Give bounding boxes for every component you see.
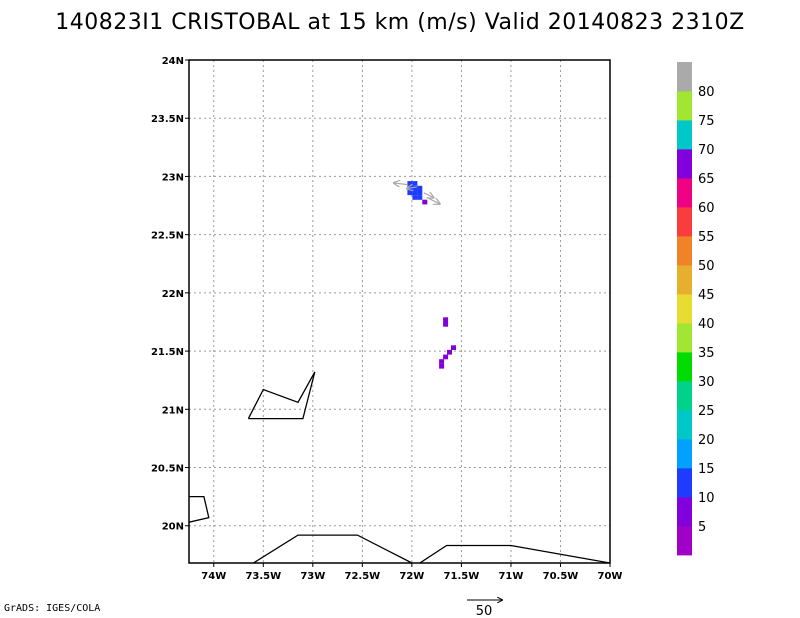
colorbar-swatch: [677, 410, 692, 440]
wind-vector: [426, 196, 440, 203]
colorbar-label: 55: [698, 230, 715, 245]
y-tick-label: 23.5N: [151, 114, 184, 125]
colorbar-swatch: [677, 352, 692, 382]
coastline: [253, 534, 413, 563]
colorbar-label: 5: [698, 520, 706, 535]
colorbar-label: 25: [698, 404, 715, 419]
colorbar-swatch: [677, 120, 692, 150]
colorbar-swatch: [677, 91, 692, 121]
wind-cell: [439, 359, 445, 364]
colorbar-label: 50: [698, 259, 715, 274]
y-tick-label: 20.5N: [151, 464, 184, 475]
x-tick-label: 74W: [201, 571, 226, 582]
colorbar-label: 80: [698, 85, 715, 100]
x-tick-label: 72.5W: [345, 571, 381, 582]
wind-cell: [443, 317, 449, 322]
colorbar-label: 70: [698, 143, 715, 158]
colorbar-swatch: [677, 207, 692, 237]
y-tick-label: 21N: [162, 405, 184, 416]
colorbar-label: 75: [698, 114, 715, 129]
colorbar-swatch: [677, 381, 692, 411]
wind-cell: [443, 322, 449, 327]
y-tick-label: 24N: [162, 56, 184, 67]
x-tick-label: 70W: [598, 571, 623, 582]
wind-cell: [439, 363, 445, 369]
wind-cell: [407, 190, 413, 196]
x-tick-label: 73.5W: [245, 571, 281, 582]
wind-cell: [417, 185, 423, 191]
coastline: [189, 495, 210, 523]
colorbar-label: 60: [698, 201, 715, 216]
colorbar-label: 45: [698, 288, 715, 303]
colorbar-swatch: [677, 468, 692, 498]
colorbar-swatch: [677, 439, 692, 469]
wind-cell: [412, 195, 418, 200]
colorbar-swatch: [677, 178, 692, 208]
y-tick-label: 21.5N: [151, 347, 184, 358]
colorbar-label: 10: [698, 491, 715, 506]
colorbar-label: 30: [698, 375, 715, 390]
x-tick-label: 72W: [399, 571, 424, 582]
x-tick-label: 71.5W: [444, 571, 480, 582]
wind-cell: [443, 354, 449, 360]
colorbar-swatch: [677, 62, 692, 92]
y-tick-label: 20N: [162, 522, 184, 533]
colorbar-label: 65: [698, 172, 715, 187]
wind-cell: [451, 345, 456, 350]
chart-title: 140823I1 CRISTOBAL at 15 km (m/s) Valid …: [55, 10, 745, 35]
x-tick-label: 73W: [300, 571, 325, 582]
colorbar-swatch: [677, 526, 692, 556]
colorbar-swatch: [677, 497, 692, 527]
x-tick-label: 70.5W: [543, 571, 579, 582]
plot-frame: [188, 59, 611, 564]
wind-cell: [422, 199, 428, 205]
wind-cell: [412, 190, 418, 196]
wind-cell: [412, 181, 418, 186]
wind-cell: [412, 185, 418, 191]
colorbar-label: 35: [698, 346, 715, 361]
colorbar-swatch: [677, 294, 692, 324]
wind-cell: [407, 181, 413, 186]
y-tick-label: 22.5N: [151, 231, 184, 242]
coastline: [419, 544, 610, 563]
wind-cell: [447, 349, 452, 355]
colorbar-swatch: [677, 265, 692, 295]
wind-vector: [394, 183, 408, 185]
colorbar-label: 40: [698, 317, 715, 332]
colorbar-label: 20: [698, 433, 715, 448]
colorbar-swatch: [677, 323, 692, 353]
wind-cell: [417, 195, 423, 200]
colorbar-swatch: [677, 236, 692, 266]
colorbar-label: 15: [698, 462, 715, 477]
coastline: [247, 371, 316, 420]
wind-vector: [423, 193, 434, 198]
colorbar-swatch: [677, 149, 692, 179]
reference-vector-label: 50: [476, 604, 493, 618]
wind-cell: [417, 190, 423, 196]
x-tick-label: 71W: [498, 571, 523, 582]
wind-vector: [407, 187, 417, 189]
y-tick-label: 22N: [162, 289, 184, 300]
y-tick-label: 23N: [162, 172, 184, 183]
grads-credit: GrADS: IGES/COLA: [4, 603, 101, 614]
